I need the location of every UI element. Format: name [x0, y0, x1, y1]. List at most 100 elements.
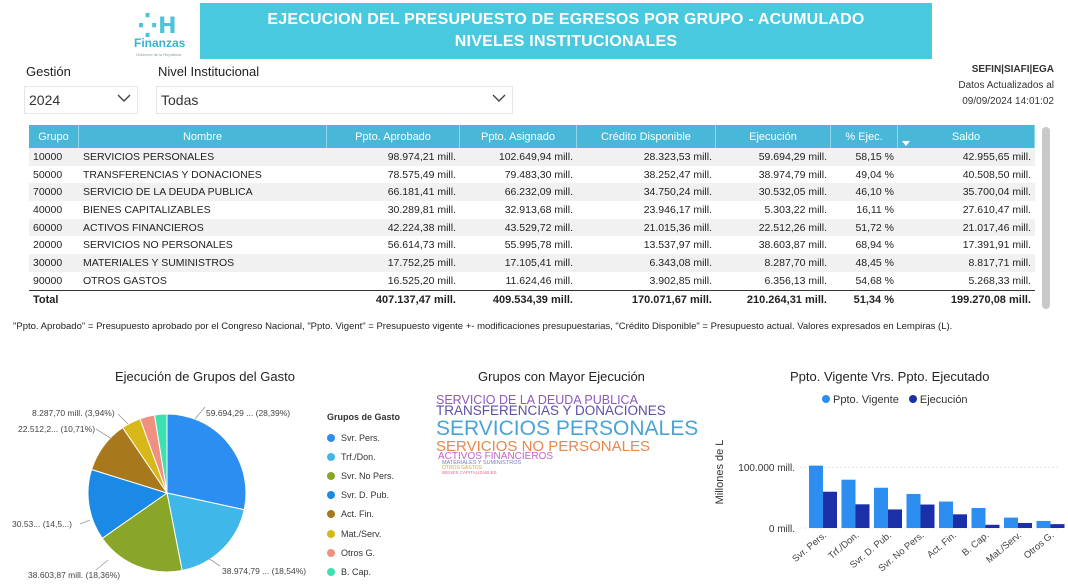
table-row[interactable]: 20000 SERVICIOS NO PERSONALES 56.614,73 mi…: [29, 236, 1035, 254]
col-pct-ejec[interactable]: % Ejec.: [831, 125, 898, 148]
bar-ejecucion[interactable]: [953, 514, 967, 528]
wordcloud-word[interactable]: BIENES CAPITALIZABLES: [442, 470, 497, 475]
cell-aprobado: 16.525,20 mill.: [387, 274, 456, 287]
cell-pct: 46,10 %: [855, 186, 894, 199]
bar-vigente[interactable]: [809, 465, 823, 528]
pie-legend-item[interactable]: Svr. Pers.: [327, 428, 400, 447]
wordcloud-word[interactable]: MATERIALES Y SUMINISTROS: [442, 460, 522, 466]
pie-legend-item[interactable]: Otros G.: [327, 543, 400, 562]
col-saldo[interactable]: Saldo: [898, 125, 1035, 148]
legend-label: B. Cap.: [341, 566, 372, 577]
gestion-slicer[interactable]: 2024: [24, 86, 138, 114]
pie-slice-trf-don[interactable]: [166, 492, 245, 572]
cell-nombre: ACTIVOS FINANCIEROS: [83, 221, 204, 234]
cell-pct: 16,11 %: [856, 203, 894, 216]
total-pct: 51,34 %: [853, 294, 894, 306]
bar-vigente[interactable]: [841, 479, 856, 528]
cell-asignado: 79.483,30 mill.: [504, 168, 573, 181]
bar-ejecucion[interactable]: [823, 491, 837, 528]
pie-leader-line: [95, 559, 109, 571]
gestion-value: 2024: [29, 92, 61, 108]
table-row[interactable]: 70000 SERVICIO DE LA DEUDA PUBLICA 66.181,…: [29, 183, 1035, 202]
table-row[interactable]: 40000 BIENES CAPITALIZABLES 30.289,81 mill…: [29, 201, 1035, 219]
gestion-label: Gestión: [26, 64, 71, 79]
bar-ejecucion[interactable]: [1050, 524, 1065, 528]
legend-item-vigente[interactable]: Ppto. Vigente: [822, 394, 899, 406]
bar-legend: Ppto. Vigente Ejecución: [822, 394, 968, 406]
bar-ejecucion[interactable]: [1018, 522, 1032, 528]
wordcloud-word[interactable]: SERVICIOS PERSONALES: [436, 417, 699, 440]
pie-legend-item[interactable]: Trf./Don.: [327, 447, 400, 466]
pie-legend-item[interactable]: B. Cap.: [327, 562, 400, 581]
cell-ejecucion: 38.974,79 mill.: [758, 168, 827, 181]
col-ejecucion[interactable]: Ejecución: [716, 125, 831, 148]
table-row[interactable]: 10000 SERVICIOS PERSONALES 98.974,21 mill.…: [29, 148, 1035, 166]
col-nombre[interactable]: Nombre: [79, 125, 327, 148]
wordcloud-word[interactable]: ACTIVOS FINANCIEROS: [438, 451, 554, 462]
pie-legend-title: Grupos de Gasto: [327, 412, 401, 422]
sort-desc-icon[interactable]: [902, 141, 910, 146]
bar-ejecucion[interactable]: [985, 524, 1000, 528]
x-tick-label: Mat./Serv.: [984, 530, 1024, 566]
finanzas-logo: ⁛H Finanzas Gobierno de la República: [134, 14, 200, 62]
wordcloud-word[interactable]: TRANSFERENCIAS Y DONACIONES: [436, 403, 666, 418]
table-body: 10000 SERVICIOS PERSONALES 98.974,21 mill.…: [29, 148, 1035, 290]
legend-dot-ejecucion: [908, 395, 917, 403]
table-row[interactable]: 60000 ACTIVOS FINANCIEROS 42.224,38 mill. 4…: [29, 218, 1035, 237]
pie-slice-svr-pers[interactable]: [166, 413, 247, 511]
cell-credito: 23.946,17 mill.: [643, 203, 712, 216]
legend-dot: [327, 529, 335, 538]
cell-ejecucion: 59.694,29 mill.: [758, 150, 827, 163]
cell-nombre: SERVICIOS NO PERSONALES: [83, 239, 233, 252]
bar-vigente[interactable]: [971, 507, 986, 528]
pie-legend-item[interactable]: Svr. D. Pub.: [327, 486, 400, 505]
nivel-slicer[interactable]: Todas: [156, 86, 513, 114]
bar-vigente[interactable]: [1036, 520, 1051, 528]
col-asignado[interactable]: Ppto. Asignado: [460, 125, 577, 148]
wordcloud-word[interactable]: SERVICIOS NO PERSONALES: [436, 438, 650, 455]
cell-credito: 3.902,85 mill.: [649, 274, 712, 287]
table-row[interactable]: 30000 MATERIALES Y SUMINISTROS 17.752,25 m…: [29, 254, 1035, 272]
pie-slice-svr-no-pers[interactable]: [101, 492, 183, 573]
col-aprobado[interactable]: Ppto. Aprobado: [327, 125, 460, 148]
table-scrollbar[interactable]: [1042, 127, 1050, 309]
cell-nombre: OTROS GASTOS: [83, 274, 167, 287]
legend-dot: [327, 452, 335, 461]
col-grupo[interactable]: Grupo: [29, 125, 79, 148]
cell-aprobado: 42.224,38 mill.: [387, 221, 456, 234]
pie-leader-line: [79, 519, 91, 525]
bar-vigente[interactable]: [939, 501, 953, 528]
bar-ejecucion[interactable]: [920, 504, 935, 528]
table-row[interactable]: 50000 TRANSFERENCIAS Y DONACIONES 78.575,4…: [29, 166, 1035, 184]
nivel-label: Nivel Institucional: [158, 64, 260, 79]
legend-label: Act. Fin.: [341, 509, 375, 520]
bar-vigente[interactable]: [874, 487, 888, 528]
legend-dot: [327, 567, 335, 576]
legend-item-ejecucion[interactable]: Ejecución: [908, 394, 968, 406]
col-credito[interactable]: Crédito Disponible: [577, 125, 716, 148]
pie-legend-item[interactable]: Svr. No Pers.: [327, 466, 400, 485]
bar-ejecucion[interactable]: [888, 509, 902, 528]
pie-slice-svr-d-pub[interactable]: [87, 468, 169, 539]
pie-legend-item[interactable]: Act. Fin.: [327, 505, 400, 524]
cell-saldo: 42.955,65 mill.: [962, 150, 1031, 163]
table-header: Grupo Nombre Ppto. Aprobado Ppto. Asigna…: [29, 125, 1035, 148]
bar-vigente[interactable]: [906, 493, 921, 528]
cell-pct: 48,45 %: [855, 256, 894, 269]
cell-grupo: 60000: [33, 221, 63, 234]
total-credito: 170.071,67 mill.: [631, 294, 712, 306]
cell-saldo: 17.391,91 mill.: [962, 239, 1031, 252]
cell-credito: 28.323,53 mill.: [643, 150, 712, 163]
cell-credito: 21.015,36 mill.: [643, 221, 712, 234]
wordcloud-word[interactable]: SERVICIO DE LA DEUDA PUBLICA: [436, 393, 638, 407]
x-tick-label: Act. Fin.: [925, 530, 959, 561]
bar-vigente[interactable]: [1004, 517, 1018, 528]
pie-legend-item[interactable]: Mat./Serv.: [327, 524, 400, 543]
table-row[interactable]: 90000 OTROS GASTOS 16.525,20 mill. 11.624,4…: [29, 272, 1035, 290]
pie-slice-b-cap[interactable]: [153, 413, 168, 494]
bar-chart: Millones de L 0 mill. 100.000 mill. Svr. Pe…: [714, 440, 1065, 574]
total-saldo: 199.270,08 mill.: [950, 294, 1031, 306]
wordcloud-word[interactable]: OTROS GASTOS: [442, 465, 482, 471]
cell-saldo: 27.610,47 mill.: [962, 203, 1031, 216]
bar-ejecucion[interactable]: [855, 504, 870, 528]
